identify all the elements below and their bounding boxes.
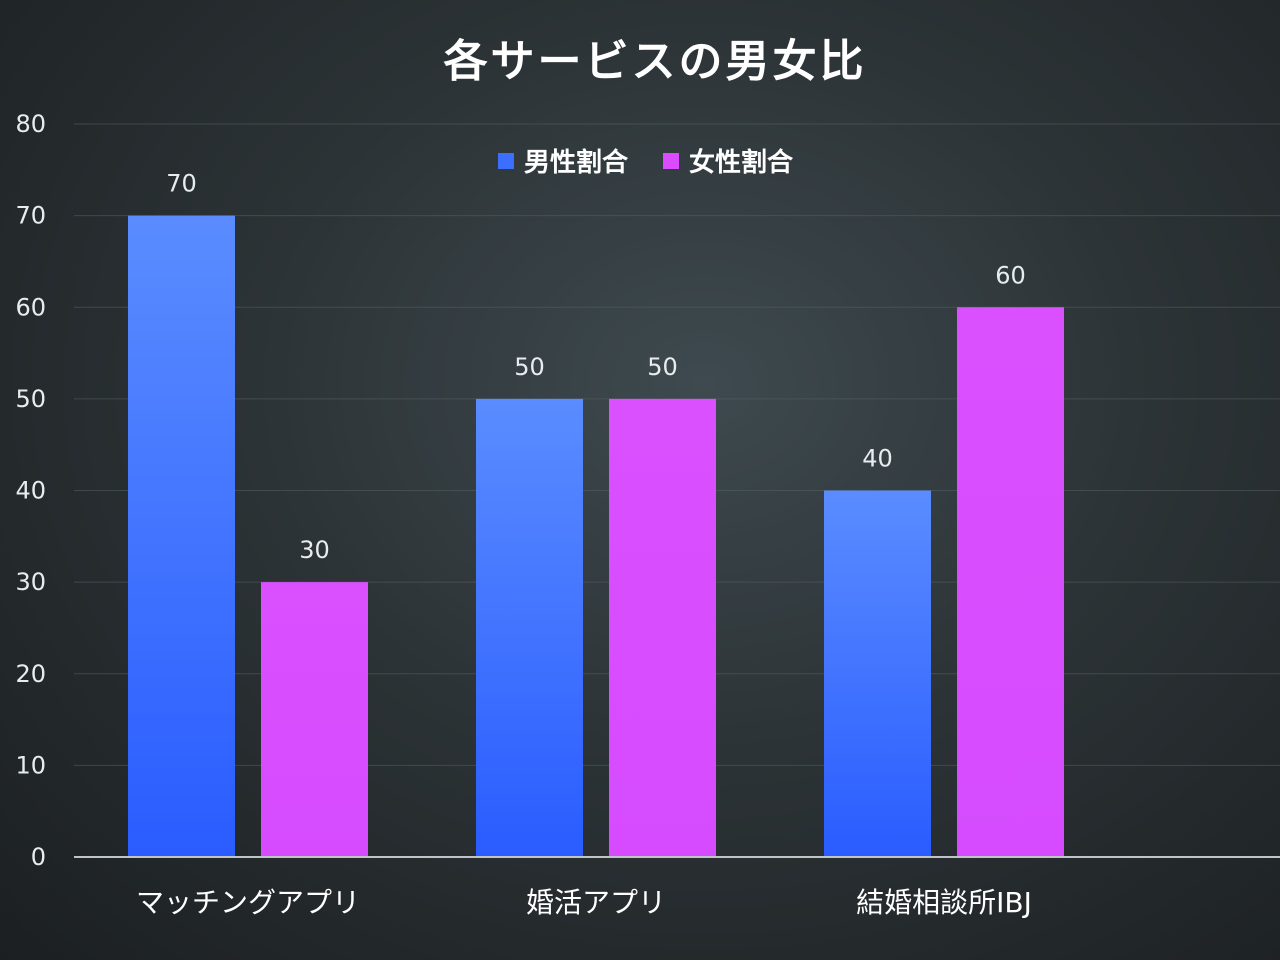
bar-female (609, 398, 716, 857)
bar-female (957, 307, 1064, 857)
y-tick-label: 30 (15, 568, 46, 596)
data-label: 50 (514, 353, 545, 381)
bars (128, 215, 1064, 857)
category-labels: マッチングアプリ 婚活アプリ 結婚相談所IBJ (136, 886, 1032, 919)
y-tick-label: 50 (15, 385, 46, 413)
data-label: 40 (862, 445, 893, 473)
category-label: マッチングアプリ (136, 886, 360, 919)
bar-male (476, 398, 583, 857)
y-axis-ticks: 0 10 20 30 40 50 60 70 80 (15, 110, 46, 871)
bar-female (261, 582, 368, 857)
y-tick-label: 0 (31, 843, 46, 871)
y-tick-label: 10 (15, 751, 46, 779)
category-label: 婚活アプリ (526, 886, 666, 919)
y-tick-label: 80 (15, 110, 46, 138)
chart-title: 各サービスの男女比 (444, 36, 867, 87)
legend-label: 女性割合 (689, 147, 794, 178)
legend-swatch (498, 153, 514, 169)
legend: 男性割合 女性割合 (498, 147, 794, 178)
category-label: 結婚相談所IBJ (856, 886, 1032, 919)
bar-male (824, 490, 931, 857)
y-tick-label: 40 (15, 477, 46, 505)
y-tick-label: 70 (15, 202, 46, 230)
legend-label: 男性割合 (524, 147, 629, 178)
y-tick-label: 20 (15, 660, 46, 688)
data-label: 70 (166, 170, 197, 198)
data-label: 50 (647, 353, 678, 381)
bar-male (128, 215, 235, 857)
data-label: 30 (299, 536, 330, 564)
y-tick-label: 60 (15, 293, 46, 321)
data-labels: 70 30 50 50 40 60 (166, 170, 1026, 565)
legend-swatch (663, 153, 679, 169)
data-label: 60 (995, 261, 1026, 289)
